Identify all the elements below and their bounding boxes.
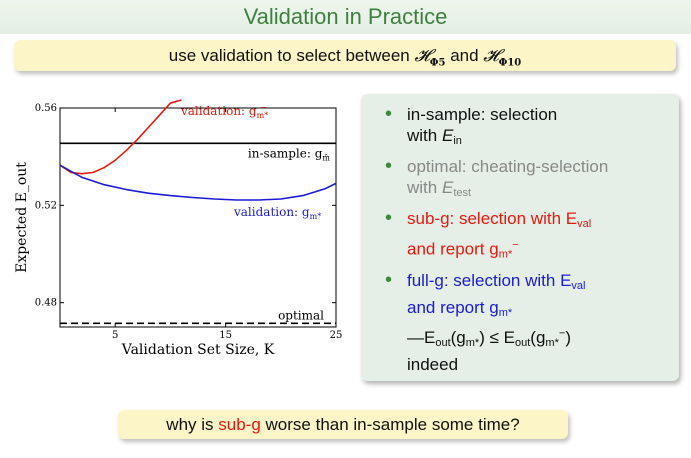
x-axis-label: Validation Set Size, K [121,342,275,358]
chart-lines [59,99,337,325]
y-tick-label: 0.48 [35,298,57,309]
x-tick-label: 15 [219,330,232,341]
validation-chart: 0.48 0.52 0.56 5 15 25 Validation Set Size, K E… [14,99,342,358]
subtitle-text: use validation to select between [168,46,415,65]
subtitle-box: use validation to select between 𝓗Φ5 and… [14,40,676,71]
bullet-in-sample: in-sample: selection with Ein [385,104,669,152]
hypothesis-set-5: 𝓗Φ5 [414,46,446,69]
full-g-inequality: —Eout(gm*) ≤ Eout(gm*−) [407,327,571,350]
y-axis-label: Expected E_out [14,162,30,273]
bullet-full-g: full-g: selection with Eval and report g… [385,270,669,376]
x-tick-label: 25 [330,330,343,341]
sub-g-line [59,99,182,175]
full-g-line [59,164,337,201]
bullet-panel: in-sample: selection with Ein optimal: c… [361,94,679,381]
subtitle-and: and [445,46,484,65]
bullet-optimal: optimal: cheating-selection with Etest [385,156,669,204]
bullet-sub-g: sub-g: selection with Eval and report gm… [385,208,669,266]
plot-frame [59,107,337,328]
in-sample-label: in-sample: gm̂ [248,146,330,162]
full-g-label: validation: gm* [233,205,321,221]
question-box: why is sub-g worse than in-sample some t… [118,410,568,439]
hypothesis-set-10: 𝓗Φ10 [483,46,522,69]
x-tick-label: 5 [112,330,118,341]
chart-axes [59,107,337,328]
full-g-indeed: indeed [407,355,459,375]
y-tick-label: 0.52 [35,200,57,211]
slide-title: Validation in Practice [0,0,691,34]
sub-g-label: validation: gm*− [180,103,268,120]
question-sub-g: sub-g [218,415,261,434]
y-tick-label: 0.56 [35,103,57,114]
chart-ticks: 0.48 0.52 0.56 5 15 25 Validation Set Size, K E… [14,103,342,358]
chart-labels: in-sample: gm̂ optimal validation: gm*− val… [180,103,330,322]
optimal-label: optimal [278,308,324,322]
